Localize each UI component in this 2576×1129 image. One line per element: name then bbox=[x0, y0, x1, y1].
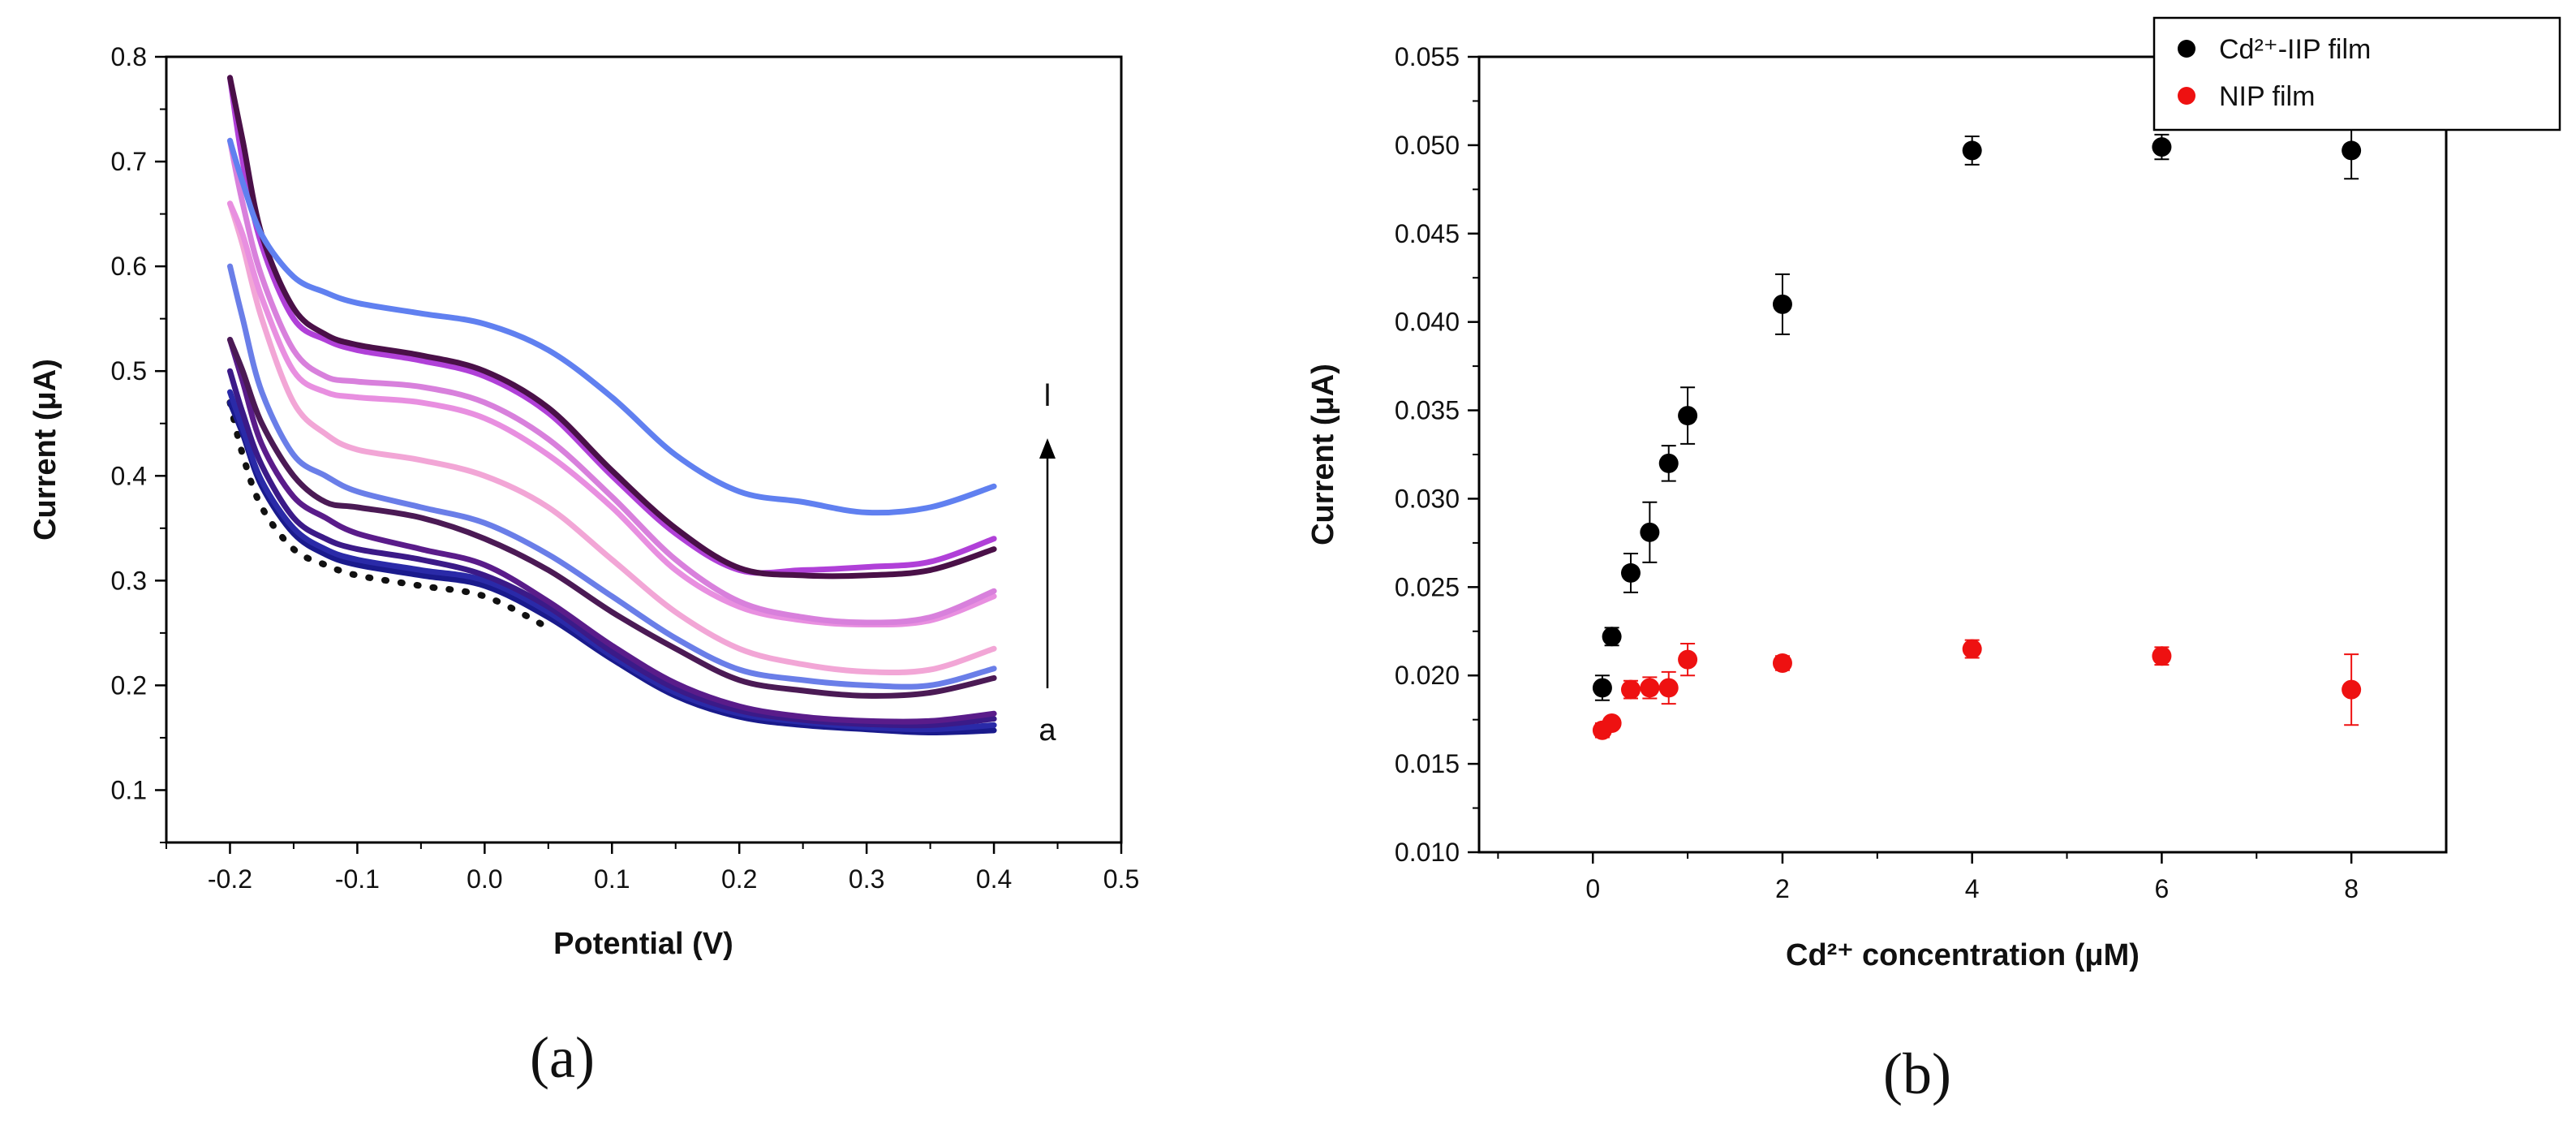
chart-b-y-tick-label: 0.025 bbox=[1395, 572, 1460, 601]
data-point bbox=[1678, 649, 1698, 670]
chart-a-x-tick-label: 0.0 bbox=[467, 864, 502, 894]
chart-a-series-line bbox=[227, 368, 997, 729]
chart-a-series-line bbox=[227, 337, 997, 725]
legend-label-iip: Cd²⁺-IIP film bbox=[2219, 34, 2371, 65]
chart-b-y-tick-label: 0.040 bbox=[1395, 308, 1460, 337]
chart-a-series-line bbox=[226, 399, 552, 631]
data-point bbox=[1772, 294, 1792, 314]
chart-a-series-line bbox=[227, 75, 997, 576]
chart-b: 0 2 4 6 8 0.010 0.015 0.020 0.025 0.030 0.035 0.04… bbox=[1306, 16, 2561, 1106]
chart-b-y-tick-label: 0.010 bbox=[1395, 838, 1460, 867]
chart-b-y-axis-label: Current (μA) bbox=[1306, 364, 1340, 545]
chart-a-y-tick-label: 0.7 bbox=[111, 147, 147, 176]
chart-b-y-tick-label: 0.045 bbox=[1395, 219, 1460, 248]
chart-b-x-ticks: 0 2 4 6 8 bbox=[1497, 852, 2359, 903]
data-point bbox=[2342, 140, 2362, 161]
data-point bbox=[1962, 639, 1982, 659]
chart-a-y-tick-label: 0.6 bbox=[111, 252, 147, 281]
data-point bbox=[1620, 562, 1641, 583]
chart-b-legend: Cd²⁺-IIP film NIP film bbox=[2152, 16, 2561, 131]
chart-a-x-tick-label: -0.1 bbox=[335, 864, 380, 894]
chart-a-x-tick-label: 0.3 bbox=[849, 864, 884, 894]
chart-a-panel-label: (a) bbox=[530, 1025, 595, 1090]
chart-b-y-tick-label: 0.050 bbox=[1395, 131, 1460, 160]
chart-a-series-line bbox=[227, 137, 997, 516]
data-point bbox=[2152, 137, 2172, 157]
chart-b-series bbox=[1592, 121, 2362, 701]
chart-a-x-tick-label: 0.1 bbox=[594, 864, 630, 894]
data-point bbox=[1658, 453, 1679, 473]
legend-box bbox=[2152, 16, 2561, 131]
chart-b-frame bbox=[1477, 55, 2448, 854]
chart-a-x-tick-label: 0.2 bbox=[721, 864, 757, 894]
chart-a-y-tick-label: 0.5 bbox=[111, 356, 147, 386]
data-point bbox=[2342, 679, 2362, 700]
chart-a-x-ticks: -0.2 -0.1 0.0 0.1 0.2 0.3 0.4 0.5 bbox=[166, 842, 1139, 894]
chart-b-y-tick-label: 0.020 bbox=[1395, 661, 1460, 690]
chart-a-series-line bbox=[227, 137, 997, 626]
chart-b-y-tick-label: 0.030 bbox=[1395, 484, 1460, 513]
chart-a-series-line bbox=[227, 75, 997, 580]
chart-a: -0.2 -0.1 0.0 0.1 0.2 0.3 0.4 0.5 0.10.20.30.40… bbox=[28, 42, 1139, 1090]
data-point bbox=[1592, 678, 1612, 698]
chart-a-y-tick-label: 0.8 bbox=[111, 42, 147, 71]
data-point bbox=[1602, 627, 1622, 647]
data-point bbox=[1640, 522, 1660, 542]
chart-b-series-group bbox=[1592, 121, 2362, 740]
chart-b-x-tick-label: 8 bbox=[2344, 874, 2359, 903]
data-point bbox=[1620, 679, 1641, 700]
chart-a-series-line bbox=[227, 337, 997, 699]
chart-b-x-axis-label: Cd²⁺ concentration (μM) bbox=[1786, 938, 2139, 972]
chart-a-series-group bbox=[226, 75, 997, 736]
legend-marker-nip bbox=[2178, 87, 2195, 105]
chart-a-x-tick-label: 0.4 bbox=[976, 864, 1012, 894]
chart-a-y-ticks: 0.1 0.2 0.3 0.4 0.5 0.6 0.7 0.8 bbox=[111, 42, 166, 843]
chart-b-x-tick-label: 4 bbox=[1965, 874, 1980, 903]
chart-a-y-tick-label: 0.2 bbox=[111, 670, 147, 700]
data-point bbox=[1640, 678, 1660, 698]
chart-b-x-tick-label: 6 bbox=[2155, 874, 2170, 903]
chart-b-panel-label: (b) bbox=[1883, 1041, 1951, 1106]
chart-a-arrow bbox=[1039, 438, 1056, 688]
chart-a-y-tick-label: 0.1 bbox=[111, 775, 147, 804]
chart-b-series bbox=[1592, 639, 2362, 740]
data-point bbox=[1962, 140, 1982, 161]
chart-a-series-line bbox=[227, 263, 997, 690]
chart-a-x-axis-label: Potential (V) bbox=[553, 927, 733, 961]
chart-a-series-line bbox=[227, 200, 997, 676]
chart-a-y-tick-label: 0.4 bbox=[111, 461, 147, 490]
chart-b-y-tick-label: 0.055 bbox=[1395, 42, 1460, 71]
data-point bbox=[2152, 646, 2172, 666]
legend-label-nip: NIP film bbox=[2219, 81, 2315, 112]
chart-b-x-tick-label: 2 bbox=[1775, 874, 1790, 903]
chart-a-y-tick-label: 0.3 bbox=[111, 566, 147, 595]
chart-b-x-tick-label: 0 bbox=[1585, 874, 1600, 903]
legend-marker-iip bbox=[2178, 40, 2195, 58]
chart-a-annotation-top: l bbox=[1044, 379, 1051, 413]
chart-a-x-tick-label: 0.5 bbox=[1103, 864, 1139, 894]
chart-a-frame bbox=[165, 55, 1123, 844]
chart-a-x-tick-label: -0.2 bbox=[208, 864, 252, 894]
chart-a-y-axis-label: Current (μA) bbox=[28, 359, 62, 541]
data-point bbox=[1678, 406, 1698, 426]
data-point bbox=[1602, 713, 1622, 734]
data-point bbox=[1772, 653, 1792, 673]
chart-b-y-ticks: 0.010 0.015 0.020 0.025 0.030 0.035 0.040 0.045… bbox=[1395, 42, 1479, 867]
chart-a-annotation-bottom: a bbox=[1039, 713, 1056, 748]
data-point bbox=[1658, 678, 1679, 698]
chart-b-y-tick-label: 0.035 bbox=[1395, 396, 1460, 425]
chart-b-y-tick-label: 0.015 bbox=[1395, 749, 1460, 778]
